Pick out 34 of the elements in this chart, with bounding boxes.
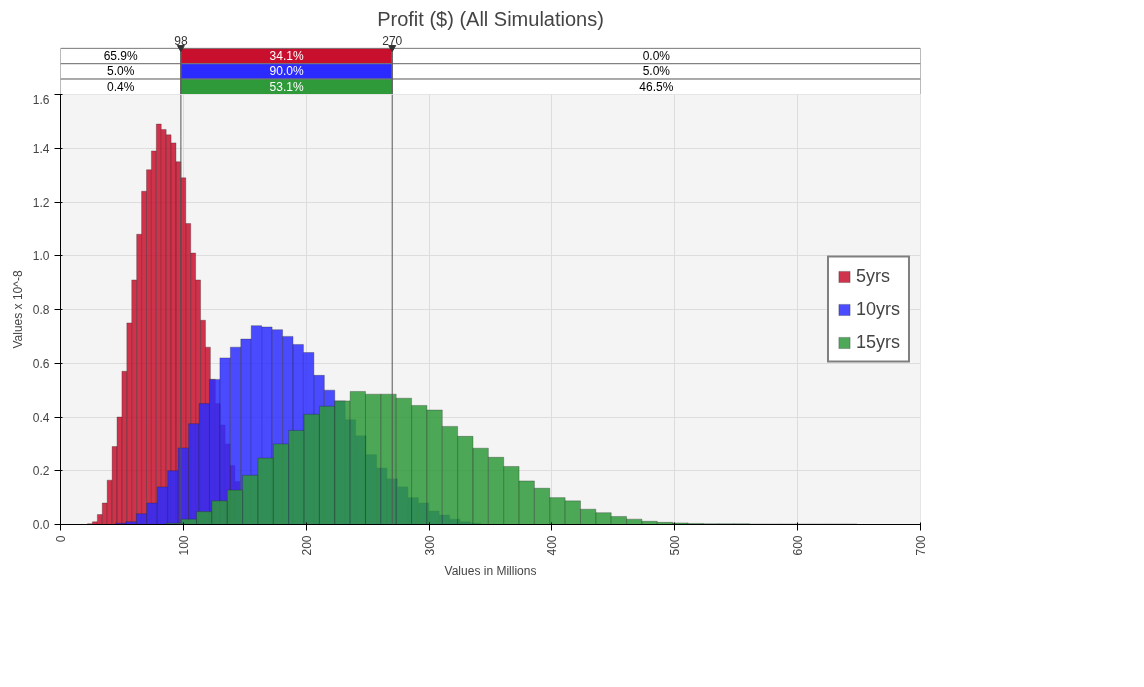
y-tick-label: 0.6 xyxy=(32,356,50,371)
legend-label: 10yrs xyxy=(855,298,900,320)
y-tick-label: 1.6 xyxy=(32,92,50,107)
text: 90.0% xyxy=(269,64,304,79)
text: 34.1% xyxy=(269,49,304,64)
chart-title: Profit ($) (All Simulations) xyxy=(377,7,604,30)
y-tick-label: 0.8 xyxy=(32,303,50,317)
ref-line-label: 98 xyxy=(174,33,188,48)
text: 46.5% xyxy=(639,79,674,94)
x-tick-label: 600 xyxy=(791,535,806,556)
y-axis-title: Values x 10^-8 xyxy=(10,270,25,349)
ref-line-label: 270 xyxy=(382,33,403,48)
legend-label: 5yrs xyxy=(855,265,890,287)
text: 5.0% xyxy=(642,64,671,79)
text: 5.0% xyxy=(107,64,135,79)
y-tick-label: 0.2 xyxy=(32,464,50,479)
x-tick-label: 100 xyxy=(176,535,191,556)
x-tick-label: 0 xyxy=(54,535,68,543)
x-tick-label: 300 xyxy=(422,535,437,556)
y-tick-label: 0.4 xyxy=(32,410,50,425)
x-axis-title: Values in Millions xyxy=(444,563,537,578)
text: 0.4% xyxy=(107,79,135,94)
legend-label: 15yrs xyxy=(855,331,900,353)
y-tick-label: 1.4 xyxy=(32,141,50,156)
text: 0.0% xyxy=(642,49,671,64)
text: 53.1% xyxy=(269,79,304,94)
x-tick-label: 500 xyxy=(668,535,683,556)
text: 65.9% xyxy=(103,49,139,64)
y-tick-label: 0.0 xyxy=(32,518,50,532)
x-tick-label: 200 xyxy=(299,535,314,556)
y-tick-label: 1.2 xyxy=(32,195,50,210)
x-tick-label: 700 xyxy=(914,535,928,556)
y-tick-label: 1.0 xyxy=(32,249,50,264)
x-tick-label: 400 xyxy=(545,535,560,556)
